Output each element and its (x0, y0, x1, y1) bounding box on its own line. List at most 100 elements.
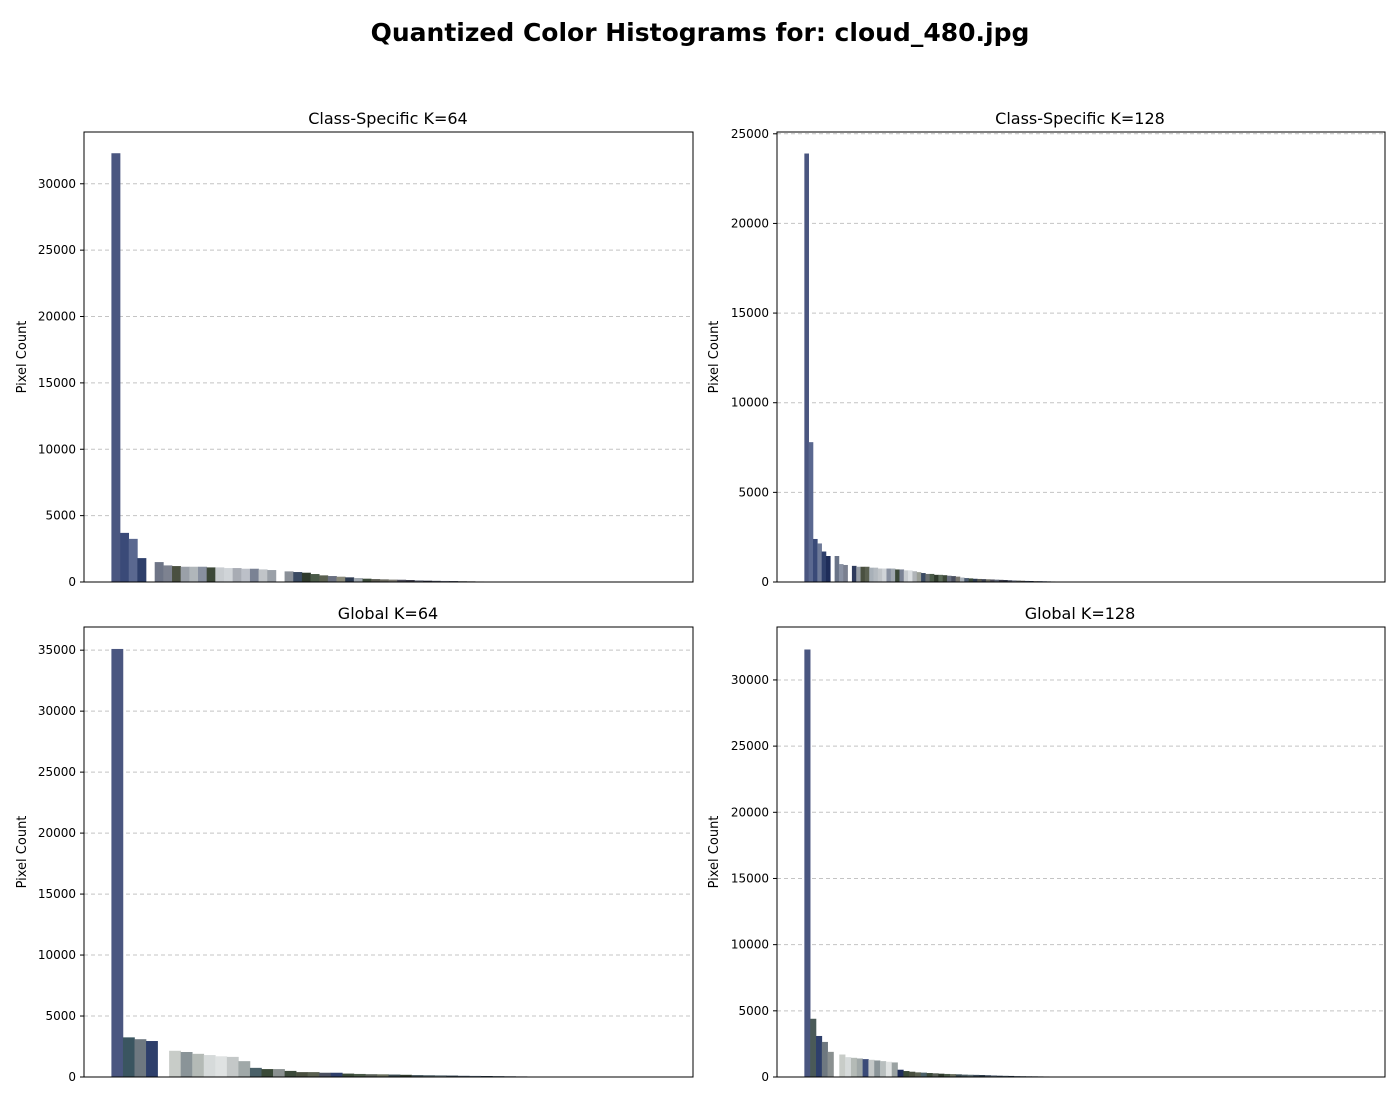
bar (972, 578, 978, 582)
y-tick-label: 0 (761, 1070, 769, 1084)
bar (405, 580, 415, 582)
bar (944, 1073, 951, 1077)
bar (996, 1075, 1003, 1077)
y-tick-label: 0 (761, 575, 769, 589)
bar (949, 1074, 957, 1077)
bar (1007, 580, 1013, 582)
bar (111, 648, 124, 1077)
bar (825, 556, 831, 582)
y-tick-label: 10000 (731, 396, 769, 410)
bar (365, 1074, 378, 1077)
panel-title: Class-Specific K=64 (308, 109, 467, 128)
y-tick-label: 25000 (38, 765, 76, 779)
bar (984, 1075, 992, 1077)
bar (873, 567, 879, 582)
bar (440, 580, 450, 582)
bar (284, 1070, 297, 1077)
bar (864, 566, 870, 582)
y-tick-label: 20000 (38, 826, 76, 840)
bar (827, 1051, 834, 1077)
y-tick-label: 20000 (731, 805, 769, 819)
bar (882, 568, 887, 582)
bar (198, 566, 207, 582)
axes-frame (776, 626, 1386, 1078)
bar (990, 1075, 997, 1077)
bar (821, 1041, 828, 1077)
bar (860, 566, 866, 582)
bar (362, 578, 372, 582)
y-tick-label: 15000 (731, 306, 769, 320)
bar (296, 1072, 308, 1077)
y-tick-label: 10000 (731, 938, 769, 952)
bar (899, 569, 905, 582)
plot-area: 0 5000 10000 15000 20000 25000 30000 (731, 626, 1386, 1084)
bar (122, 1037, 135, 1077)
bar (955, 576, 961, 582)
bar (967, 1074, 974, 1077)
figure-title: Quantized Color Histograms for: cloud_48… (371, 18, 1030, 47)
y-tick-label: 15000 (38, 887, 76, 901)
bar (1024, 580, 1030, 582)
bar (934, 574, 939, 582)
bar (154, 562, 164, 582)
bar (1008, 1075, 1015, 1077)
bar (120, 532, 130, 582)
bar (877, 568, 883, 582)
bar (353, 578, 363, 582)
bar (469, 1075, 482, 1077)
bar (909, 1071, 916, 1077)
bar (921, 573, 926, 582)
axes-frame (776, 131, 1386, 583)
bar (1011, 580, 1017, 582)
bar (804, 649, 811, 1077)
bar (938, 574, 943, 582)
y-tick-label: 35000 (38, 643, 76, 657)
y-axis-label: Pixel Count (15, 321, 30, 394)
bar (908, 570, 913, 582)
bar (336, 576, 346, 582)
y-tick-label: 20000 (38, 310, 76, 324)
bar (874, 1060, 881, 1077)
y-tick-label: 10000 (38, 948, 76, 962)
plot-area: 0 5000 10000 15000 20000 25000 30000 (38, 131, 694, 589)
bar (330, 1072, 343, 1077)
bar (804, 153, 809, 582)
bar (319, 575, 329, 582)
bar (821, 551, 827, 582)
panel-class-specific-k128: Class-Specific K=128 Pixel Count 0 5000 10… (707, 109, 1386, 589)
bar (169, 1050, 181, 1077)
bar (215, 1056, 228, 1077)
bar (947, 575, 952, 582)
plot-area: 0 5000 10000 15000 20000 25000 30000 35000 (38, 626, 694, 1084)
y-tick-label: 20000 (731, 216, 769, 230)
bar (897, 1069, 904, 1077)
y-tick-label: 30000 (38, 704, 76, 718)
bar (938, 1073, 945, 1077)
bar (850, 1057, 858, 1077)
bar (990, 579, 995, 582)
bar (886, 568, 892, 582)
y-tick-label: 5000 (45, 1009, 76, 1023)
bar (1003, 580, 1008, 582)
panel-class-specific-k64: Class-Specific K=64 Pixel Count 0 5000 100… (15, 109, 694, 589)
bar (388, 579, 398, 582)
bar (249, 568, 259, 582)
bar (856, 1058, 863, 1077)
bar (134, 1039, 147, 1077)
bar (267, 570, 277, 582)
bar (994, 579, 1000, 582)
y-tick-label: 0 (68, 575, 76, 589)
bar (979, 1075, 986, 1077)
bar (353, 1073, 366, 1077)
bar (232, 568, 242, 582)
bar (307, 1072, 320, 1077)
panel-global-k128: Global K=128 Pixel Count 0 5000 10000 15000… (707, 604, 1386, 1084)
bar (128, 538, 138, 582)
bar (180, 566, 190, 582)
bar (1020, 580, 1026, 582)
bar (929, 573, 935, 582)
bar (223, 568, 233, 582)
bar (838, 564, 844, 582)
bar (400, 1074, 412, 1077)
bar (862, 1059, 869, 1077)
